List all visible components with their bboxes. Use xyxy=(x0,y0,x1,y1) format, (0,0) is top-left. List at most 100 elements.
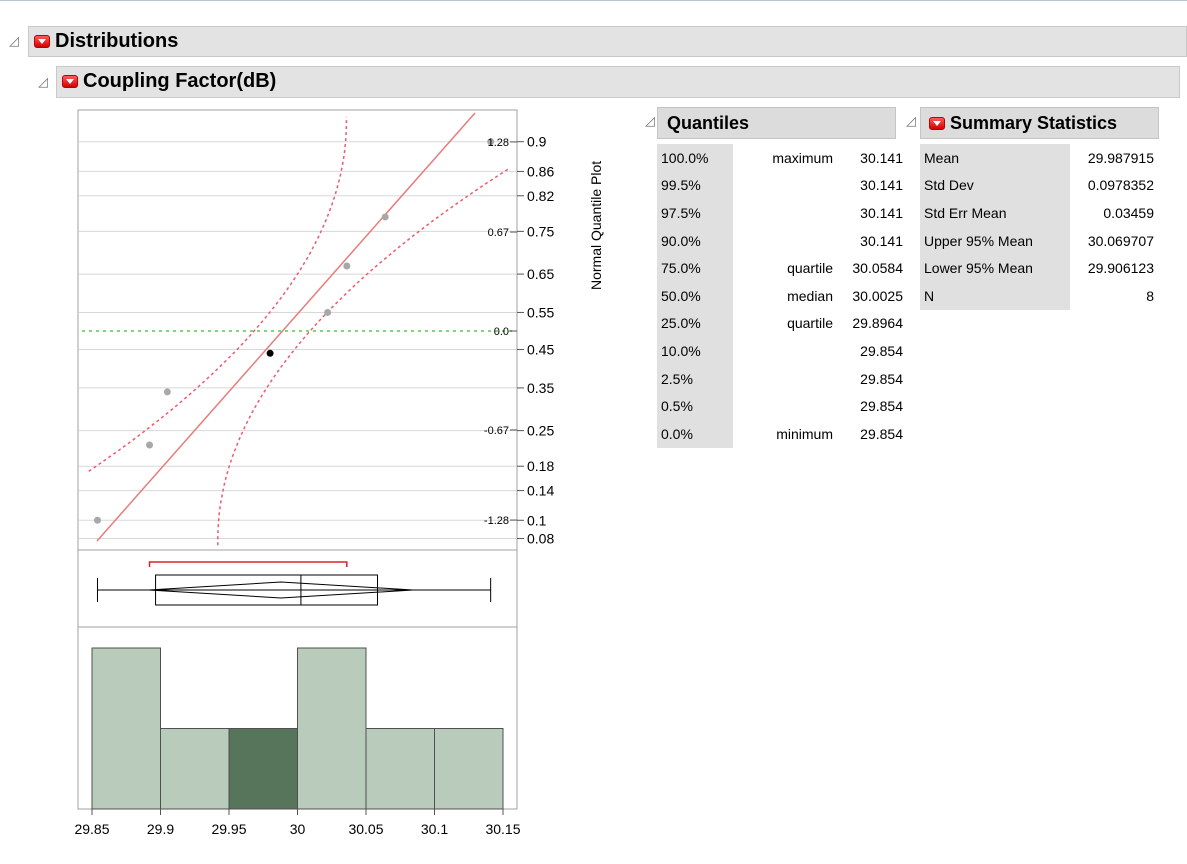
summary-row: Std Err Mean 0.03459 xyxy=(920,199,1158,227)
quantile-value: 29.8964 xyxy=(852,315,903,332)
summary-label: Std Err Mean xyxy=(920,199,1070,227)
outlier-box-plot xyxy=(77,549,518,628)
summary-label: Upper 95% Mean xyxy=(920,226,1070,255)
quantile-value: 29.854 xyxy=(860,425,903,442)
quantile-grid xyxy=(79,141,516,540)
x-tick-label: 30.05 xyxy=(348,821,383,837)
quantile-percent: 100.0% xyxy=(657,144,733,172)
z-tick-label: -0.67 xyxy=(484,425,509,437)
quantile-row: 97.5% 30.141 xyxy=(657,199,907,227)
quantile-point xyxy=(163,388,171,396)
z-tick-label: 1.28 xyxy=(488,137,509,149)
histogram-bar xyxy=(365,728,435,810)
disclosure-triangle-icon[interactable]: ◿ xyxy=(9,33,19,48)
summary-row: Lower 95% Mean 29.906123 xyxy=(920,254,1158,282)
prob-tick-label: 0.86 xyxy=(527,163,554,179)
quantile-row: 90.0% 30.141 xyxy=(657,226,907,255)
z-tick-label: -1.28 xyxy=(484,515,509,527)
quantile-percent: 10.0% xyxy=(657,337,733,365)
prob-tick-label: 0.18 xyxy=(527,458,554,474)
shortest-half-bracket xyxy=(148,561,348,567)
histogram-bar xyxy=(91,647,161,810)
quantile-row: 0.0% minimum 29.854 xyxy=(657,419,907,448)
histogram-bar xyxy=(297,647,367,810)
summary-statistics-table: Mean 29.987915 Std Dev 0.0978352 Std Err Mea… xyxy=(920,144,1158,310)
disclosure-triangle-icon[interactable]: ◿ xyxy=(38,74,48,89)
prob-tick-label: 0.75 xyxy=(527,223,554,239)
histogram-bar xyxy=(160,728,230,810)
quantile-points xyxy=(93,138,495,524)
z-tick-label: 0.67 xyxy=(488,227,509,239)
quantile-label xyxy=(733,199,837,227)
quantile-row: 75.0% quartile 30.0584 xyxy=(657,254,907,282)
prob-tick-label: 0.08 xyxy=(527,531,554,547)
z-score-ticks: 1.28 0.67 0.0 -0.67 -1.28 xyxy=(484,137,517,527)
upper-confidence-curve xyxy=(88,116,348,472)
quantile-label xyxy=(733,227,837,255)
quantile-point xyxy=(93,516,101,524)
quantile-point xyxy=(487,138,495,146)
quantile-value: 30.141 xyxy=(860,177,903,194)
x-tick-label: 29.9 xyxy=(147,821,174,837)
z-tick-label: 0.0 xyxy=(494,326,509,338)
x-tick-label: 30.15 xyxy=(485,821,520,837)
distributions-title: Distributions xyxy=(55,30,179,52)
quantiles-disclosure-icon[interactable]: ◿ xyxy=(645,113,655,128)
selected-quantile-point xyxy=(266,349,274,357)
quantile-plot-frame xyxy=(77,109,518,551)
quantile-percent: 75.0% xyxy=(657,254,733,282)
summary-value: 0.03459 xyxy=(1103,204,1154,221)
quantile-value: 30.0025 xyxy=(852,287,903,304)
prob-tick-label: 0.9 xyxy=(527,134,547,150)
summary-label: N xyxy=(920,281,1070,310)
quantile-row: 99.5% 30.141 xyxy=(657,171,907,200)
prob-tick-label: 0.35 xyxy=(527,380,554,396)
quantile-row: 25.0% quartile 29.8964 xyxy=(657,309,907,338)
variable-title: Coupling Factor(dB) xyxy=(83,70,277,92)
distributions-header[interactable]: ◿ Distributions xyxy=(9,26,1187,57)
prob-tick-label: 0.14 xyxy=(527,483,554,499)
red-triangle-menu-icon[interactable] xyxy=(34,35,50,48)
x-tick-label: 30 xyxy=(290,821,306,837)
quantile-point xyxy=(324,308,332,316)
prob-tick-label: 0.25 xyxy=(527,423,554,439)
quantile-value: 30.141 xyxy=(860,232,903,249)
summary-value: 8 xyxy=(1146,287,1154,304)
probability-ticks: 0.9 0.86 0.82 0.75 0.65 0.55 0.45 0.35 0.25 0.18 0… xyxy=(517,134,554,547)
lower-confidence-curve xyxy=(217,167,510,546)
quantile-percent: 2.5% xyxy=(657,364,733,393)
variable-header[interactable]: ◿ Coupling Factor(dB) xyxy=(38,66,1180,98)
mean-diamond xyxy=(148,581,414,599)
summary-row: Std Dev 0.0978352 xyxy=(920,171,1158,200)
quantile-label: quartile xyxy=(787,315,833,332)
summary-disclosure-icon[interactable]: ◿ xyxy=(906,113,916,128)
summary-value: 0.0978352 xyxy=(1087,177,1154,194)
summary-label: Mean xyxy=(920,144,1070,172)
x-tick-label: 29.85 xyxy=(74,821,109,837)
prob-tick-label: 0.55 xyxy=(527,304,554,320)
quantile-percent: 25.0% xyxy=(657,309,733,338)
quantile-row: 10.0% 29.854 xyxy=(657,337,907,365)
quantile-label xyxy=(733,337,837,365)
quantile-label: quartile xyxy=(787,260,833,277)
red-triangle-menu-icon[interactable] xyxy=(62,75,78,88)
quantile-label xyxy=(733,365,837,393)
quantile-percent: 0.5% xyxy=(657,392,733,420)
quantile-point xyxy=(381,213,389,221)
summary-value: 29.987915 xyxy=(1087,149,1154,166)
summary-statistics-header[interactable]: Summary Statistics xyxy=(920,107,1159,139)
quantile-value: 30.141 xyxy=(860,204,903,221)
summary-label: Std Dev xyxy=(920,171,1070,200)
summary-value: 30.069707 xyxy=(1087,232,1154,249)
quantile-percent: 50.0% xyxy=(657,281,733,310)
quantiles-header[interactable]: Quantiles xyxy=(657,107,896,139)
quantile-label xyxy=(733,392,837,420)
summary-row: Upper 95% Mean 30.069707 xyxy=(920,226,1158,255)
red-triangle-menu-icon[interactable] xyxy=(929,117,945,130)
quantile-row: 0.5% 29.854 xyxy=(657,392,907,420)
x-tick-label: 29.95 xyxy=(211,821,246,837)
quantiles-table: 100.0% maximum 30.141 99.5% 30.141 97.5% 30.14… xyxy=(657,144,907,448)
histogram-bar-selected xyxy=(228,728,298,810)
